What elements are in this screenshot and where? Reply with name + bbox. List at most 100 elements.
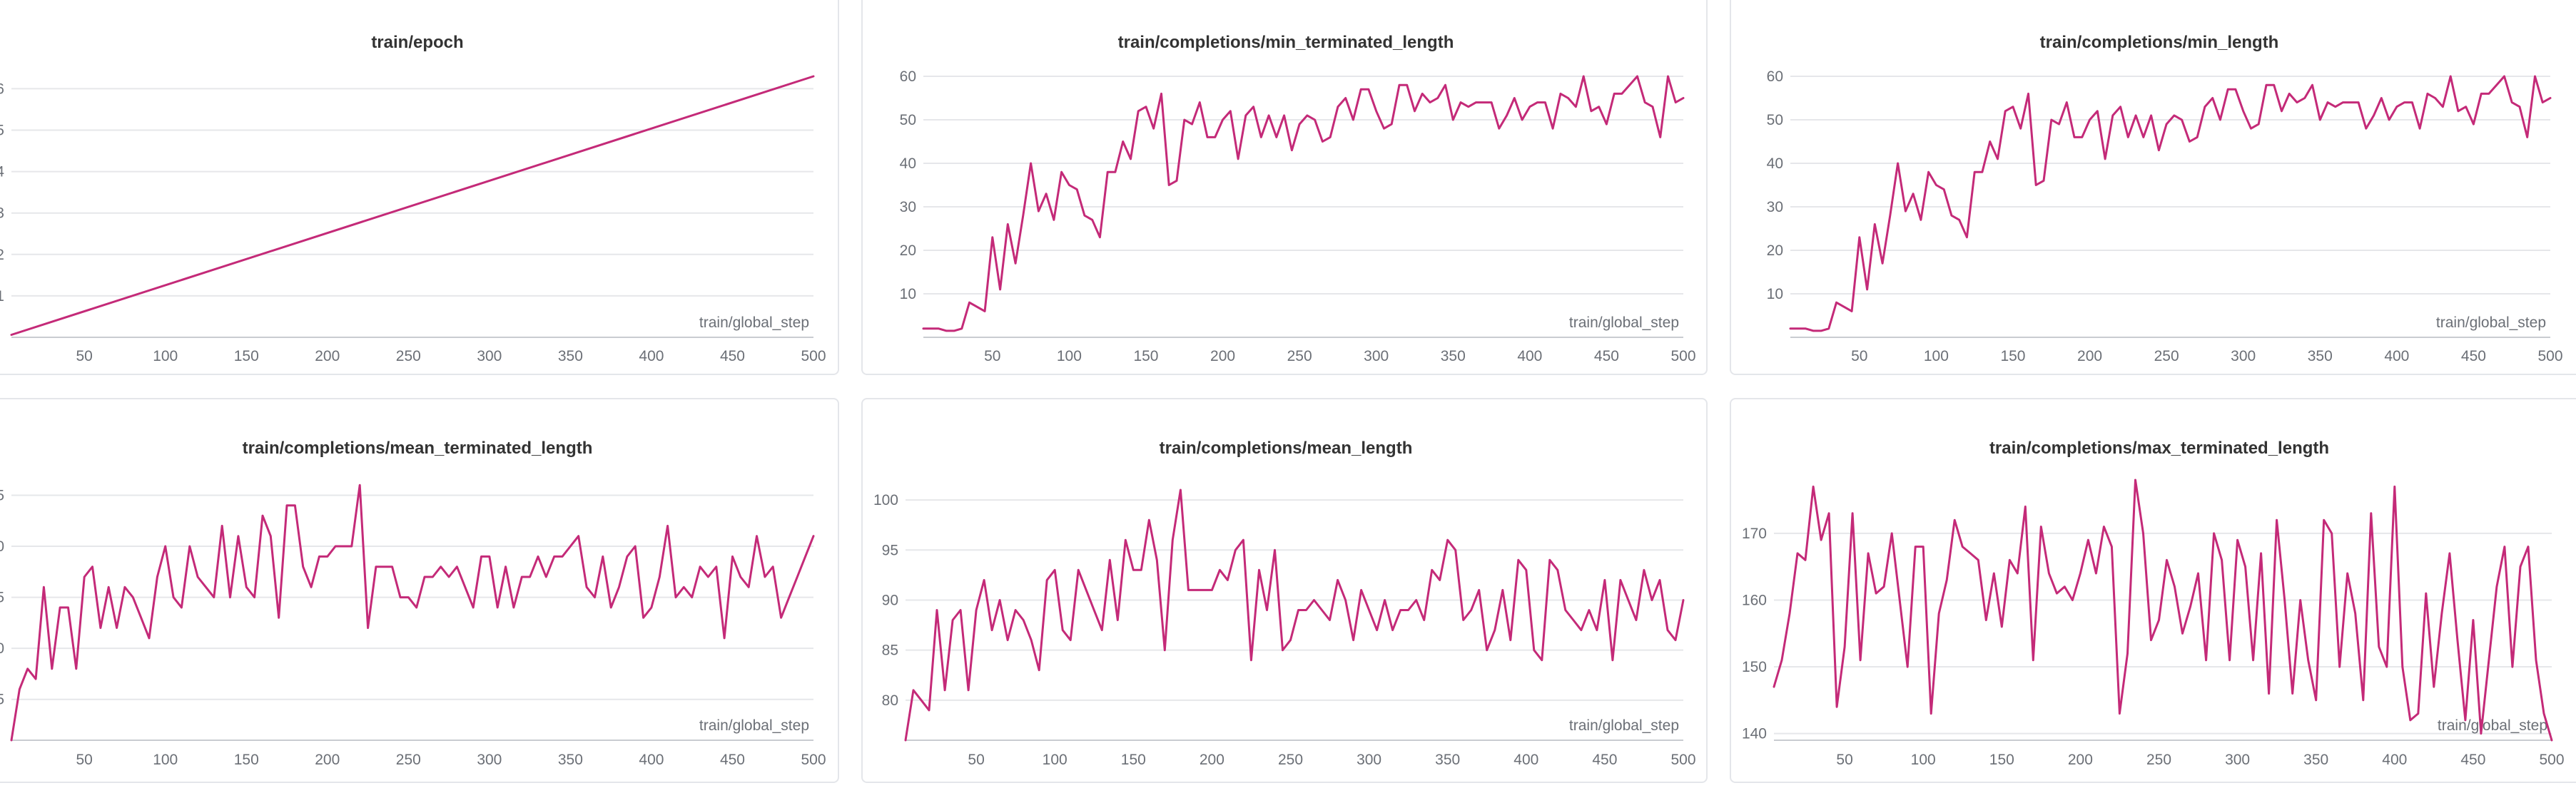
x-tick-label: 50 — [968, 752, 984, 768]
x-tick-label: 400 — [639, 348, 664, 364]
y-tick-label: 0.5 — [0, 123, 4, 139]
x-tick-label: 400 — [639, 752, 664, 768]
x-tick-label: 300 — [1364, 348, 1389, 364]
x-tick-label: 450 — [1594, 348, 1619, 364]
y-tick-label: 80 — [882, 692, 898, 709]
chart-title: train/completions/max_terminated_length — [1989, 439, 2329, 458]
series-line — [1773, 479, 2553, 742]
x-tick-label: 150 — [234, 348, 259, 364]
x-tick-label: 50 — [76, 752, 93, 768]
x-tick-label: 450 — [1592, 752, 1617, 768]
y-tick-label: 90 — [882, 592, 898, 608]
y-tick-label: 0.4 — [0, 164, 4, 180]
y-tick-label: 95 — [0, 487, 4, 503]
x-tick-label: 50 — [984, 348, 1000, 364]
x-tick-label: 50 — [1836, 752, 1852, 768]
x-tick-label: 250 — [2154, 348, 2179, 364]
x-tick-label: 450 — [2460, 752, 2485, 768]
x-tick-label: 200 — [2077, 348, 2102, 364]
y-tick-label: 30 — [1767, 199, 1783, 215]
y-tick-label: 60 — [1767, 68, 1783, 85]
y-tick-label: 95 — [882, 542, 898, 558]
x-axis-label: train/global_step — [699, 314, 809, 331]
x-tick-label: 200 — [315, 752, 340, 768]
y-tick-label: 75 — [0, 692, 4, 708]
x-tick-label: 250 — [396, 752, 421, 768]
y-tick-label: 140 — [1742, 726, 1767, 742]
y-tick-label: 20 — [900, 242, 916, 259]
x-tick-label: 400 — [2382, 752, 2407, 768]
chart-svg-mean-terminated-length: train/completions/mean_terminated_length… — [0, 439, 826, 768]
x-tick-label: 200 — [1200, 752, 1224, 768]
y-tick-label: 50 — [1767, 112, 1783, 128]
y-tick-label: 0.6 — [0, 81, 4, 97]
x-tick-label: 100 — [1911, 752, 1936, 768]
y-tick-label: 40 — [900, 155, 916, 172]
x-tick-label: 50 — [76, 348, 93, 364]
x-tick-label: 50 — [1851, 348, 1867, 364]
x-tick-label: 100 — [1057, 348, 1082, 364]
chart-panel-mean-terminated-length: train/completions/mean_terminated_length… — [0, 398, 839, 783]
series-line — [922, 75, 1685, 332]
y-tick-label: 20 — [1767, 242, 1783, 259]
y-tick-label: 0.2 — [0, 247, 4, 263]
series-line — [904, 488, 1685, 742]
chart-svg-max-terminated-length: train/completions/max_terminated_length 1… — [1742, 439, 2565, 768]
x-tick-label: 400 — [1517, 348, 1542, 364]
x-axis-label: train/global_step — [1569, 717, 1679, 734]
x-tick-label: 300 — [477, 752, 502, 768]
chart-title: train/completions/min_terminated_length — [1118, 33, 1454, 52]
y-tick-label: 150 — [1742, 659, 1767, 675]
y-tick-label: 90 — [0, 538, 4, 555]
chart-panel-min-length: train/completions/min_length 10 20 30 40 50 60… — [1730, 0, 2576, 375]
y-tick-label: 85 — [0, 590, 4, 606]
chart-title: train/completions/mean_length — [1160, 439, 1413, 458]
x-tick-label: 300 — [2225, 752, 2250, 768]
chart-title: train/completions/min_length — [2040, 33, 2279, 52]
chart-svg-mean-length: train/completions/mean_length 80 85 90 95 100… — [873, 439, 1696, 768]
y-tick-label: 85 — [882, 643, 898, 659]
y-tick-label: 30 — [900, 199, 916, 215]
y-tick-label: 0.1 — [0, 288, 4, 305]
y-tick-label: 10 — [1767, 286, 1783, 302]
x-tick-label: 100 — [153, 752, 178, 768]
series-line — [10, 75, 815, 336]
x-tick-label: 350 — [558, 752, 583, 768]
x-tick-label: 350 — [2308, 348, 2333, 364]
chart-title: train/epoch — [371, 33, 463, 52]
x-tick-label: 200 — [1210, 348, 1235, 364]
x-tick-label: 150 — [2000, 348, 2025, 364]
x-tick-label: 250 — [396, 348, 421, 364]
x-tick-label: 350 — [558, 348, 583, 364]
x-tick-label: 150 — [1133, 348, 1158, 364]
x-axis-label: train/global_step — [699, 717, 809, 734]
series-line — [1789, 75, 2552, 332]
x-tick-label: 300 — [2231, 348, 2256, 364]
chart-panel-mean-length: train/completions/mean_length 80 85 90 95 100… — [861, 398, 1708, 783]
y-tick-label: 0.3 — [0, 205, 4, 222]
y-tick-label: 160 — [1742, 592, 1767, 608]
x-tick-label: 350 — [2303, 752, 2328, 768]
x-tick-label: 150 — [1989, 752, 2014, 768]
y-tick-label: 50 — [900, 112, 916, 128]
x-tick-label: 500 — [801, 752, 826, 768]
x-tick-label: 300 — [1357, 752, 1381, 768]
x-tick-label: 500 — [1670, 348, 1695, 364]
x-tick-label: 200 — [315, 348, 340, 364]
x-tick-label: 450 — [2461, 348, 2486, 364]
x-tick-label: 350 — [1441, 348, 1466, 364]
x-tick-label: 400 — [2384, 348, 2409, 364]
x-tick-label: 350 — [1435, 752, 1460, 768]
x-tick-label: 250 — [2146, 752, 2171, 768]
chart-panel-min-terminated-length: train/completions/min_terminated_length 1… — [861, 0, 1708, 375]
x-tick-label: 200 — [2068, 752, 2093, 768]
x-tick-label: 250 — [1287, 348, 1312, 364]
y-tick-label: 10 — [900, 286, 916, 302]
x-tick-label: 450 — [720, 348, 745, 364]
y-tick-label: 40 — [1767, 155, 1783, 172]
x-tick-label: 150 — [1121, 752, 1146, 768]
x-axis-label: train/global_step — [2436, 314, 2546, 331]
x-tick-label: 500 — [2539, 752, 2564, 768]
x-tick-label: 100 — [1043, 752, 1068, 768]
x-tick-label: 500 — [801, 348, 826, 364]
